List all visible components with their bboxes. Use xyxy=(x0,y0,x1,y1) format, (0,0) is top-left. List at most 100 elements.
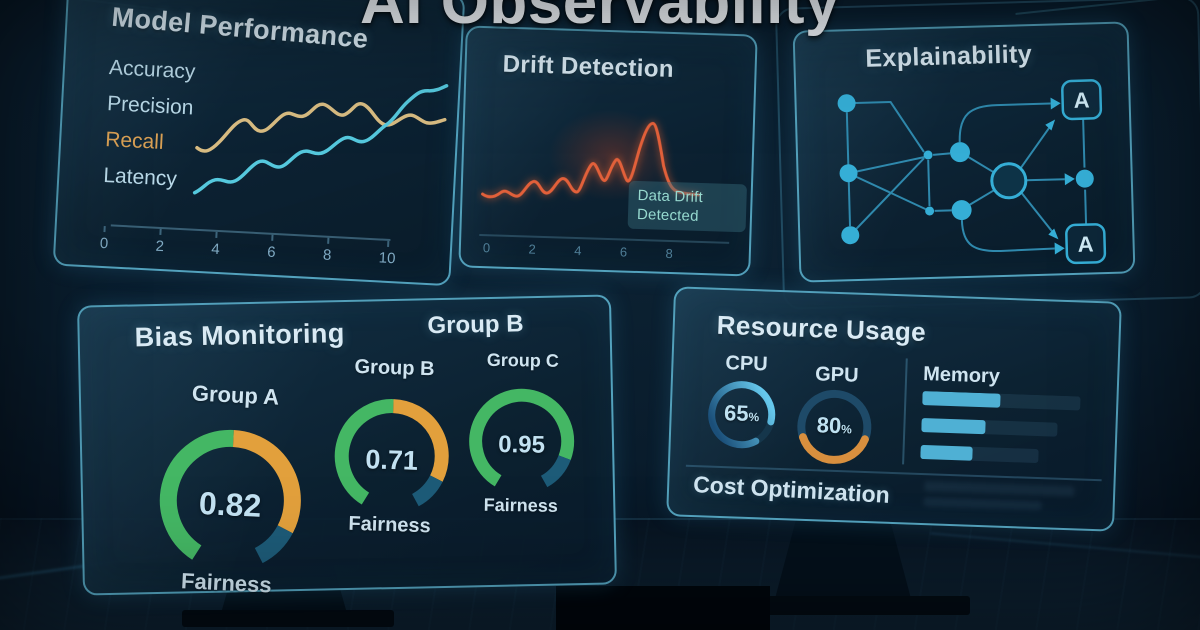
cpu-label: CPU xyxy=(725,352,769,376)
x-axis-tick: 4 xyxy=(211,231,221,258)
memory-label: Memory xyxy=(922,363,1001,388)
gauge-segment-teal xyxy=(254,525,293,564)
panel-explainability: Explainability xyxy=(792,21,1136,283)
gpu-ring-usage-arc xyxy=(798,433,869,464)
x-axis-tick: 6 xyxy=(619,244,628,260)
resource-usage-title: Resource Usage xyxy=(716,309,927,348)
input-node xyxy=(837,94,856,113)
drift-detection-title: Drift Detection xyxy=(502,50,675,84)
x-axis-tick: 0 xyxy=(482,240,491,256)
gauge-group-c: Group C 0.95 Fairness xyxy=(446,349,598,517)
hidden-node xyxy=(950,142,971,163)
right-node xyxy=(1075,169,1094,188)
edge-rightnode-outputbottom xyxy=(1084,189,1088,225)
gauge-value: 0.95 xyxy=(498,431,546,459)
arrowhead-center-top xyxy=(1045,119,1056,131)
precision-line xyxy=(195,102,447,153)
memory-bars xyxy=(920,391,1081,463)
gpu-value: 80% xyxy=(816,412,853,439)
metric-label-accuracy: Accuracy xyxy=(108,56,196,84)
page-title: AI Observability xyxy=(359,0,841,37)
edge-hidden1-output-top xyxy=(958,102,1051,143)
faded-detail-bar xyxy=(923,497,1042,511)
edge-hidden1-center xyxy=(967,156,995,174)
gpu-ring-track-arc xyxy=(797,389,872,441)
arrowhead-top xyxy=(1050,97,1061,110)
edge-center-output-bottom xyxy=(1020,191,1054,233)
output-box-bottom xyxy=(1065,223,1107,265)
x-axis-ticks: 0 2 4 6 8 xyxy=(483,240,673,261)
data-drift-badge: Data Drift Detected xyxy=(627,180,748,233)
edge-outputtop-rightnode xyxy=(1082,118,1086,168)
edge-hidden2-center xyxy=(968,189,995,206)
edge-center-output-top xyxy=(1019,127,1051,170)
metric-label-precision: Precision xyxy=(106,92,195,120)
memory-bar xyxy=(922,391,1001,408)
edge-input2-dot1 xyxy=(848,156,925,175)
gauge-label: Group C xyxy=(486,349,559,371)
edge-input1-dot1 xyxy=(846,101,925,153)
x-axis-tick: 8 xyxy=(323,237,333,264)
gpu-ring xyxy=(797,389,872,464)
faded-detail-bar xyxy=(924,481,1075,497)
gauge-segment-teal xyxy=(411,475,443,507)
x-axis-tick: 0 xyxy=(99,226,109,252)
edge-input2-dot2 xyxy=(848,172,927,211)
cost-optimization-label: Cost Optimization xyxy=(692,471,891,508)
cpu-ring-progress xyxy=(708,381,776,449)
gauge-segment-orange xyxy=(232,430,301,534)
fairness-gauge xyxy=(469,388,575,488)
gauge-segment-green xyxy=(334,399,394,505)
panel-bias-monitoring: Bias Monitoring Group B Group A 0.82 Fai… xyxy=(77,294,617,598)
gauge-group-b: Group B 0.71 Fairness xyxy=(309,355,475,540)
junction-dot xyxy=(923,150,933,160)
x-axis-tick: 10 xyxy=(378,240,396,267)
edge-input3-dot1 xyxy=(849,157,925,236)
gauge-segment-green xyxy=(159,429,234,560)
x-axis-tick: 6 xyxy=(267,234,277,261)
edge-dot1-hidden1 xyxy=(932,152,951,156)
gauge-group-a: Group A 0.82 Fairness xyxy=(131,378,331,601)
gauge-caption: Fairness xyxy=(348,512,432,538)
gauge-segment-green xyxy=(469,388,575,487)
output-label-bottom: A xyxy=(1077,231,1094,256)
badge-line-2: Detected xyxy=(636,205,699,225)
accuracy-line xyxy=(192,84,449,195)
hidden-node xyxy=(951,200,972,221)
output-label-top: A xyxy=(1073,87,1090,112)
x-axis-tick: 2 xyxy=(528,241,537,257)
monitor-stand-base-right xyxy=(728,596,970,615)
panel-drift-detection: Drift Detection Data Drift Detected 0 2 … xyxy=(458,25,758,277)
bias-header-extra-label: Group B xyxy=(427,310,524,340)
model-performance-chart xyxy=(192,84,449,195)
gauge-label: Group B xyxy=(354,355,435,381)
bias-monitoring-title: Bias Monitoring xyxy=(134,318,345,353)
metric-label-recall: Recall xyxy=(104,127,165,155)
arrowhead-center-bottom xyxy=(1048,228,1059,240)
cpu-value: 65% xyxy=(723,400,760,426)
monitor-stand-right xyxy=(772,514,914,610)
gauge-segment-orange xyxy=(392,399,449,482)
edge-hidden2-output-bottom xyxy=(960,220,1055,253)
monitor-stand-base-left xyxy=(182,610,394,627)
metric-list: Accuracy Precision Recall Latency xyxy=(102,50,196,198)
memory-bar xyxy=(920,445,973,461)
input-node xyxy=(839,164,858,183)
gauge-caption: Fairness xyxy=(483,494,558,516)
input-node xyxy=(841,226,860,245)
panel-resource-usage: Resource Usage CPU 65% GPU 80% Memory xyxy=(666,286,1122,532)
gauge-segment-teal xyxy=(540,455,571,488)
metric-label-latency: Latency xyxy=(102,163,178,191)
edge-center-right xyxy=(1025,178,1065,182)
junction-dot xyxy=(925,206,935,216)
drift-line xyxy=(481,121,701,199)
arrowhead-bottom xyxy=(1054,242,1065,255)
gauge-caption: Fairness xyxy=(180,568,273,598)
fairness-gauge xyxy=(334,399,449,507)
output-box-top xyxy=(1061,79,1103,121)
network-diagram: A A xyxy=(837,79,1107,265)
monitor-base-center xyxy=(556,586,770,630)
memory-bar xyxy=(921,418,986,435)
center-node xyxy=(990,162,1028,200)
